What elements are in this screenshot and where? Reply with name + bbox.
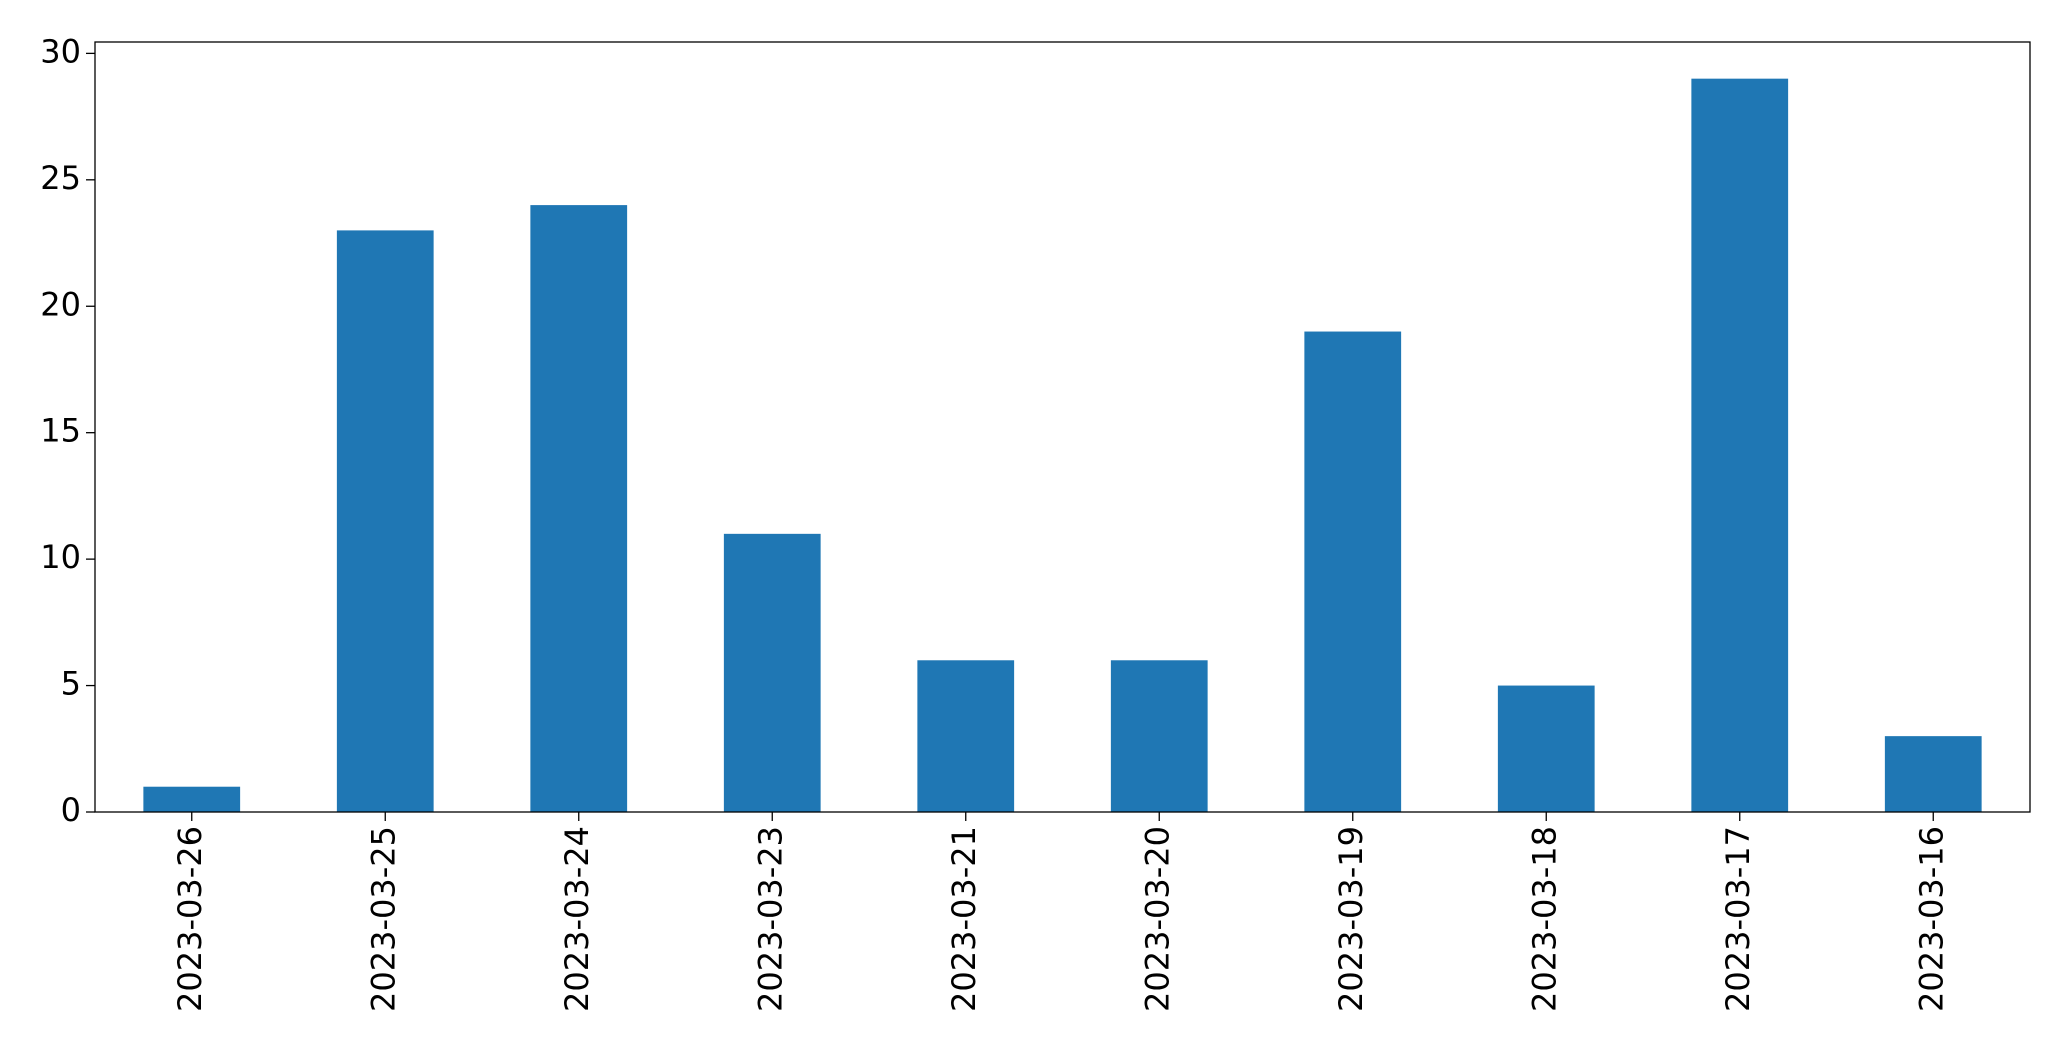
bar bbox=[143, 786, 241, 812]
x-tick-label: 2023-03-19 bbox=[1332, 826, 1370, 1012]
y-tick-label: 25 bbox=[40, 159, 81, 197]
bar bbox=[1884, 736, 1982, 812]
bar bbox=[530, 205, 628, 812]
y-tick-label: 20 bbox=[40, 285, 81, 323]
bar bbox=[1304, 331, 1402, 812]
x-tick-label: 2023-03-26 bbox=[171, 826, 209, 1012]
x-tick-label: 2023-03-17 bbox=[1719, 826, 1757, 1012]
y-tick-label: 30 bbox=[40, 32, 81, 70]
x-tick-label: 2023-03-23 bbox=[751, 826, 789, 1012]
x-tick-label: 2023-03-18 bbox=[1525, 826, 1563, 1012]
y-tick-label: 0 bbox=[61, 791, 81, 829]
y-tick-label: 15 bbox=[40, 412, 81, 450]
x-tick-label: 2023-03-16 bbox=[1912, 826, 1950, 1012]
x-tick-label: 2023-03-21 bbox=[945, 826, 983, 1012]
y-tick-label: 5 bbox=[61, 665, 81, 703]
bar bbox=[1110, 660, 1208, 812]
bar bbox=[1691, 78, 1789, 812]
bar bbox=[336, 230, 434, 812]
plot-frame bbox=[94, 41, 2031, 813]
bar bbox=[723, 533, 821, 812]
x-tick-label: 2023-03-24 bbox=[558, 826, 596, 1012]
x-tick-label: 2023-03-20 bbox=[1138, 826, 1176, 1012]
y-tick-label: 10 bbox=[40, 538, 81, 576]
x-tick-label: 2023-03-25 bbox=[364, 826, 402, 1012]
bar bbox=[917, 660, 1015, 812]
bar bbox=[1497, 685, 1595, 812]
